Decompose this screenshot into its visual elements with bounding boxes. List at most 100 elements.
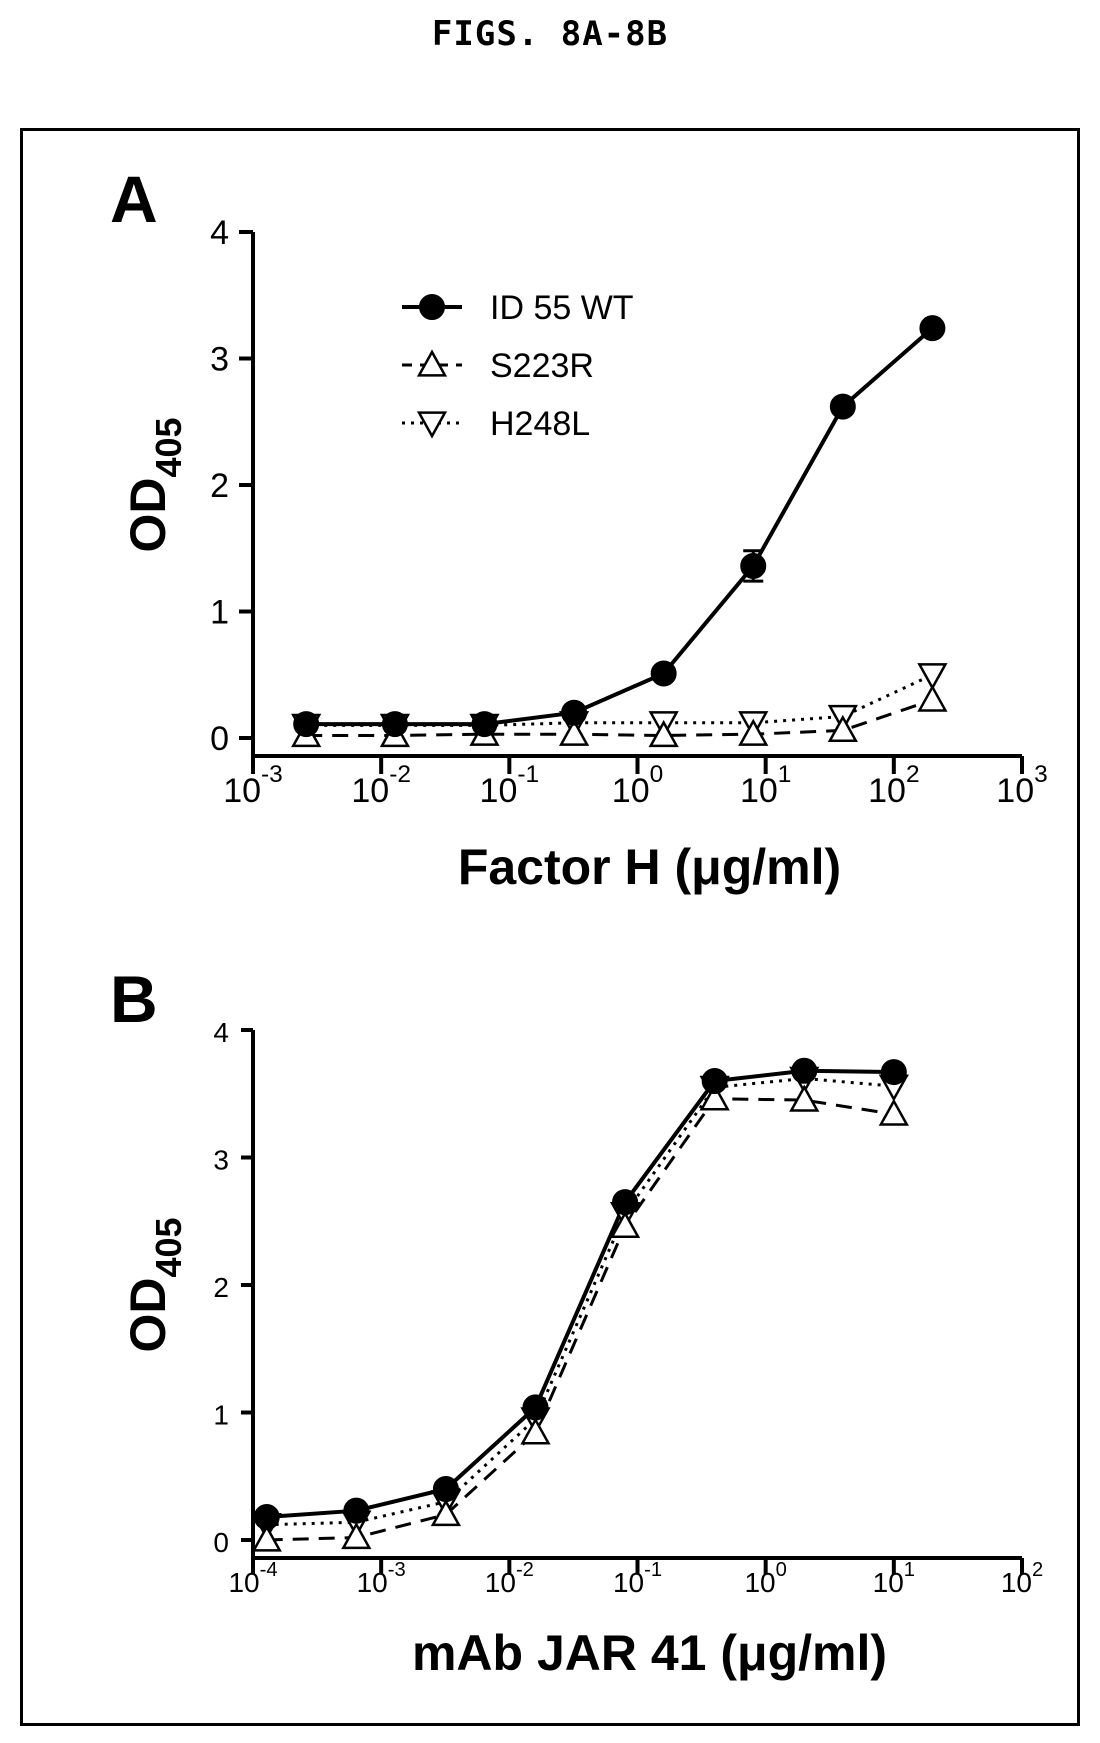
x-tick-base: 10 xyxy=(996,772,1034,810)
data-point-id-55-wt xyxy=(343,1497,370,1524)
y-tick-label: 1 xyxy=(210,594,229,632)
x-tick-label: 10-3 xyxy=(357,1559,406,1598)
data-point-s223r xyxy=(251,1524,282,1552)
x-tick-exponent: 3 xyxy=(1034,761,1048,788)
data-point-s223r xyxy=(738,718,769,746)
panel-letter: B xyxy=(110,962,158,1036)
x-tick-exponent: 0 xyxy=(776,1559,787,1581)
panel-letter: A xyxy=(110,162,158,236)
y-tick-label: 3 xyxy=(210,341,229,379)
data-point-h248l xyxy=(917,663,948,691)
x-tick-base: 10 xyxy=(228,1567,259,1598)
x-tick-label: 10-2 xyxy=(485,1559,534,1598)
x-tick-label: 10-3 xyxy=(223,761,283,810)
y-tick-label: 4 xyxy=(210,214,229,252)
data-point-s223r xyxy=(699,1083,730,1111)
data-point-id-55-wt xyxy=(880,1059,907,1086)
x-tick-label: 102 xyxy=(868,761,919,810)
x-tick-base: 10 xyxy=(740,772,778,810)
data-point-id-55-wt xyxy=(432,1476,459,1502)
x-tick-exponent: -4 xyxy=(260,1559,278,1581)
figure-frame xyxy=(20,128,1080,1726)
x-tick-base: 10 xyxy=(873,1567,904,1598)
data-point-s223r xyxy=(917,684,948,712)
data-point-s223r xyxy=(609,1210,641,1238)
legend-marker-s223r xyxy=(416,349,448,377)
data-point-s223r xyxy=(520,1417,551,1445)
data-point-id-55-wt xyxy=(791,1057,818,1084)
data-point-s223r xyxy=(558,718,590,746)
data-point-id-55-wt xyxy=(740,552,767,579)
x-tick-label: 101 xyxy=(740,761,791,810)
x-tick-exponent: 2 xyxy=(906,761,920,788)
x-tick-base: 10 xyxy=(357,1567,388,1598)
x-tick-label: 10-1 xyxy=(613,1559,662,1598)
y-tick-label: 2 xyxy=(213,1272,229,1303)
x-axis-title: mAb JAR 41 (μg/ml) xyxy=(412,1625,887,1681)
legend-label-s223r: S223R xyxy=(490,347,594,385)
legend-marker-id-55-wt xyxy=(419,294,445,320)
data-point-id-55-wt xyxy=(612,1189,639,1216)
x-tick-base: 10 xyxy=(868,772,906,810)
data-point-id-55-wt xyxy=(919,315,946,342)
y-tick-label: 3 xyxy=(213,1145,229,1176)
legend-label-id-55-wt: ID 55 WT xyxy=(490,289,634,327)
y-axis-title-main: OD xyxy=(120,478,176,553)
x-tick-base: 10 xyxy=(480,772,518,810)
x-tick-base: 10 xyxy=(613,1567,644,1598)
x-axis-title: Factor H (μg/ml) xyxy=(458,839,841,895)
data-point-s223r xyxy=(341,1521,372,1550)
series-line-s223r xyxy=(266,1097,895,1542)
x-tick-exponent: -1 xyxy=(644,1559,662,1581)
x-tick-exponent: 1 xyxy=(778,761,792,788)
y-axis-title: OD405 xyxy=(120,1217,189,1352)
data-point-s223r xyxy=(648,719,679,748)
x-tick-base: 10 xyxy=(612,772,650,810)
x-tick-label: 100 xyxy=(612,761,663,810)
data-point-s223r xyxy=(878,1098,909,1126)
data-point-s223r xyxy=(430,1498,462,1527)
x-tick-label: 10-2 xyxy=(351,761,411,810)
x-tick-exponent: -3 xyxy=(388,1559,406,1581)
data-point-s223r xyxy=(827,714,858,743)
x-tick-label: 10-4 xyxy=(228,1559,277,1598)
x-tick-label: 100 xyxy=(744,1559,786,1598)
y-axis-title-main: OD xyxy=(120,1278,176,1353)
data-point-id-55-wt xyxy=(650,660,677,687)
data-point-id-55-wt xyxy=(471,711,498,738)
y-axis-title-subscript: 405 xyxy=(148,417,189,477)
x-tick-exponent: 0 xyxy=(650,761,664,788)
data-point-id-55-wt xyxy=(381,711,408,738)
x-tick-label: 103 xyxy=(996,761,1047,810)
data-point-id-55-wt xyxy=(522,1394,549,1421)
data-point-s223r xyxy=(789,1084,820,1112)
y-tick-label: 1 xyxy=(213,1400,229,1431)
legend-label-h248l: H248L xyxy=(490,405,590,443)
figure-title: FIGS. 8A-8B xyxy=(431,14,669,54)
data-point-id-55-wt xyxy=(293,711,320,738)
series-line-id-55-wt xyxy=(306,326,934,727)
legend-marker-h248l xyxy=(416,411,448,439)
x-tick-base: 10 xyxy=(223,772,261,810)
x-tick-base: 10 xyxy=(744,1567,775,1598)
x-tick-exponent: 2 xyxy=(1032,1559,1043,1581)
x-tick-exponent: -2 xyxy=(516,1559,534,1581)
x-tick-exponent: -3 xyxy=(261,761,283,788)
x-tick-label: 102 xyxy=(1001,1559,1043,1598)
x-tick-base: 10 xyxy=(1001,1567,1032,1598)
x-tick-label: 10-1 xyxy=(480,761,540,810)
y-axis-title-subscript: 405 xyxy=(148,1217,189,1277)
y-tick-label: 2 xyxy=(210,467,229,505)
series-line-h248l xyxy=(266,1076,894,1527)
data-point-id-55-wt xyxy=(829,393,856,420)
series-line-s223r xyxy=(306,698,933,738)
x-tick-label: 101 xyxy=(873,1559,915,1598)
y-axis-title: OD405 xyxy=(120,417,189,552)
x-tick-exponent: -1 xyxy=(517,761,539,788)
series-line-id-55-wt xyxy=(266,1068,894,1519)
data-point-id-55-wt xyxy=(253,1504,280,1531)
x-tick-exponent: 1 xyxy=(904,1559,915,1581)
data-point-id-55-wt xyxy=(561,699,588,726)
